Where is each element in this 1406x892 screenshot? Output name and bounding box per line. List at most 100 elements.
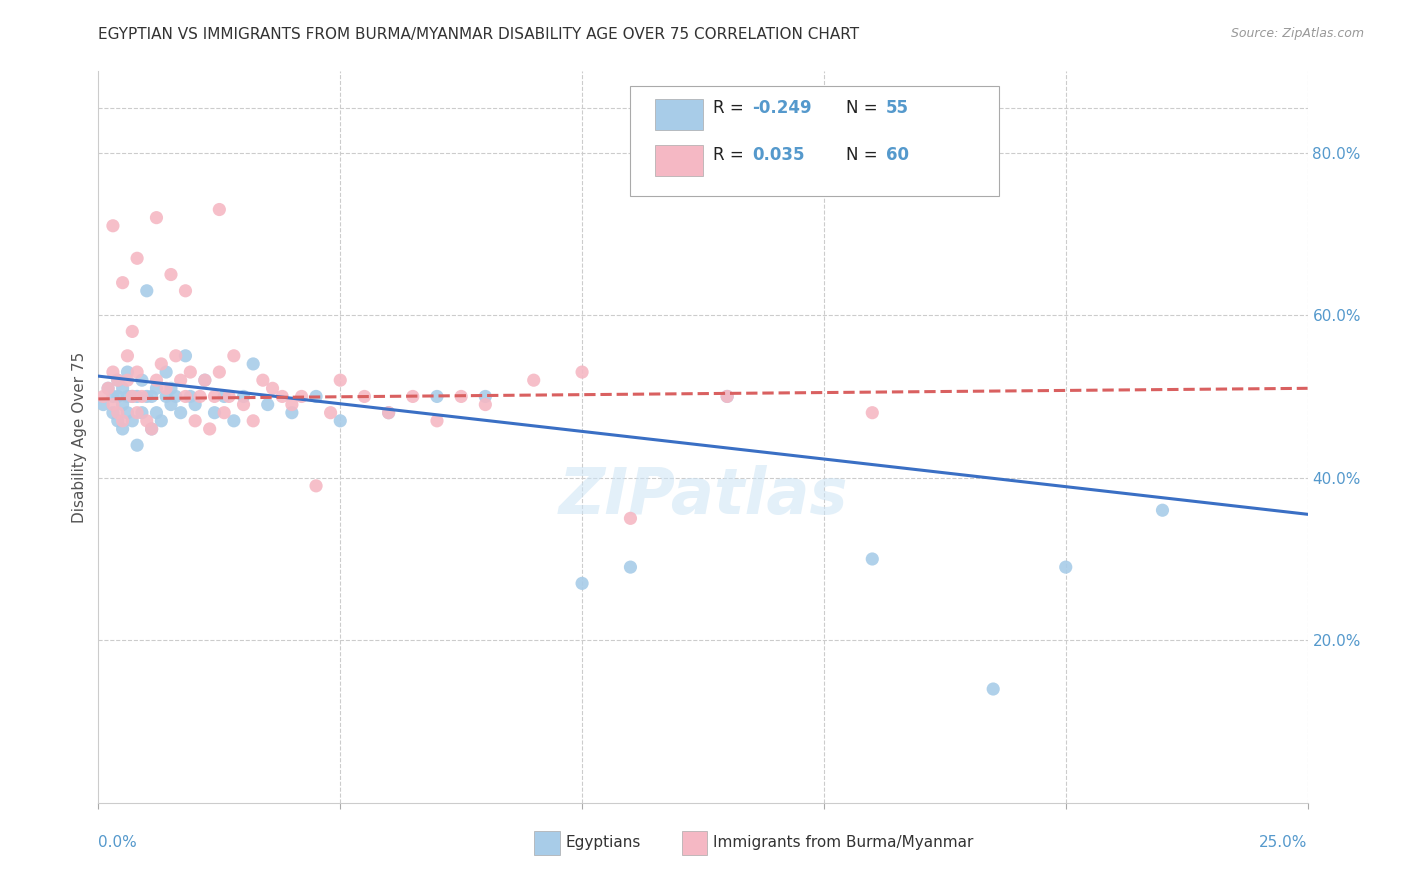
Point — [426, 414, 449, 428]
Point — [474, 389, 496, 403]
Point — [281, 398, 304, 412]
Point — [155, 365, 177, 379]
Point — [121, 389, 143, 403]
Point — [208, 202, 231, 217]
Point — [450, 389, 472, 403]
Point — [127, 252, 149, 266]
Point — [107, 373, 129, 387]
Point — [141, 422, 163, 436]
Text: 55: 55 — [886, 99, 908, 117]
Text: Immigrants from Burma/Myanmar: Immigrants from Burma/Myanmar — [713, 836, 973, 850]
FancyBboxPatch shape — [655, 99, 703, 130]
Point — [107, 389, 129, 403]
Point — [290, 389, 312, 403]
Point — [160, 381, 183, 395]
Point — [619, 511, 641, 525]
Point — [117, 349, 139, 363]
Point — [619, 560, 641, 574]
Point — [222, 414, 245, 428]
Point — [212, 406, 235, 420]
Text: EGYPTIAN VS IMMIGRANTS FROM BURMA/MYANMAR DISABILITY AGE OVER 75 CORRELATION CHA: EGYPTIAN VS IMMIGRANTS FROM BURMA/MYANMA… — [98, 27, 859, 42]
Point — [97, 381, 120, 395]
Point — [135, 284, 157, 298]
Point — [160, 268, 183, 282]
Text: ZIPatlas: ZIPatlas — [558, 465, 848, 526]
Point — [145, 211, 167, 225]
Point — [131, 389, 153, 403]
Point — [135, 414, 157, 428]
Point — [145, 406, 167, 420]
Point — [117, 373, 139, 387]
Text: 0.0%: 0.0% — [98, 836, 138, 850]
Point — [194, 373, 217, 387]
Point — [179, 365, 201, 379]
Text: R =: R = — [713, 146, 748, 164]
Point — [111, 398, 134, 412]
Point — [305, 479, 328, 493]
Point — [155, 389, 177, 403]
Point — [377, 406, 399, 420]
Point — [111, 422, 134, 436]
Point — [232, 398, 254, 412]
Point — [107, 373, 129, 387]
Point — [131, 406, 153, 420]
Point — [252, 373, 274, 387]
Point — [1152, 503, 1174, 517]
Point — [155, 381, 177, 395]
Text: R =: R = — [713, 99, 748, 117]
Point — [174, 389, 197, 403]
Point — [131, 373, 153, 387]
Point — [194, 373, 217, 387]
Point — [174, 284, 197, 298]
Point — [305, 389, 328, 403]
Point — [101, 219, 124, 233]
Point — [117, 389, 139, 403]
FancyBboxPatch shape — [630, 86, 1000, 195]
FancyBboxPatch shape — [655, 145, 703, 176]
Point — [174, 349, 197, 363]
Point — [141, 389, 163, 403]
Point — [242, 357, 264, 371]
Point — [212, 389, 235, 403]
Point — [426, 389, 449, 403]
Point — [169, 406, 191, 420]
Point — [127, 365, 149, 379]
Point — [860, 552, 883, 566]
Point — [319, 406, 342, 420]
Point — [184, 414, 207, 428]
Point — [121, 325, 143, 339]
Point — [165, 349, 187, 363]
Point — [232, 389, 254, 403]
Point — [101, 406, 124, 420]
Point — [117, 406, 139, 420]
Point — [188, 389, 211, 403]
Point — [97, 381, 120, 395]
Point — [716, 389, 738, 403]
Point — [160, 398, 183, 412]
Point — [218, 389, 240, 403]
Point — [101, 389, 124, 403]
Point — [198, 422, 221, 436]
Point — [111, 381, 134, 395]
Text: 0.035: 0.035 — [752, 146, 806, 164]
Point — [402, 389, 425, 403]
Point — [184, 398, 207, 412]
Point — [127, 389, 149, 403]
Point — [571, 576, 593, 591]
Point — [111, 414, 134, 428]
Point — [204, 389, 226, 403]
Text: N =: N = — [845, 146, 883, 164]
Point — [329, 414, 352, 428]
Point — [127, 438, 149, 452]
Text: N =: N = — [845, 99, 883, 117]
Point — [222, 349, 245, 363]
Point — [377, 406, 399, 420]
Point — [1054, 560, 1077, 574]
Point — [256, 398, 278, 412]
Point — [860, 406, 883, 420]
Point — [145, 373, 167, 387]
Point — [107, 406, 129, 420]
Point — [107, 414, 129, 428]
Point — [329, 373, 352, 387]
Text: 25.0%: 25.0% — [1260, 836, 1308, 850]
